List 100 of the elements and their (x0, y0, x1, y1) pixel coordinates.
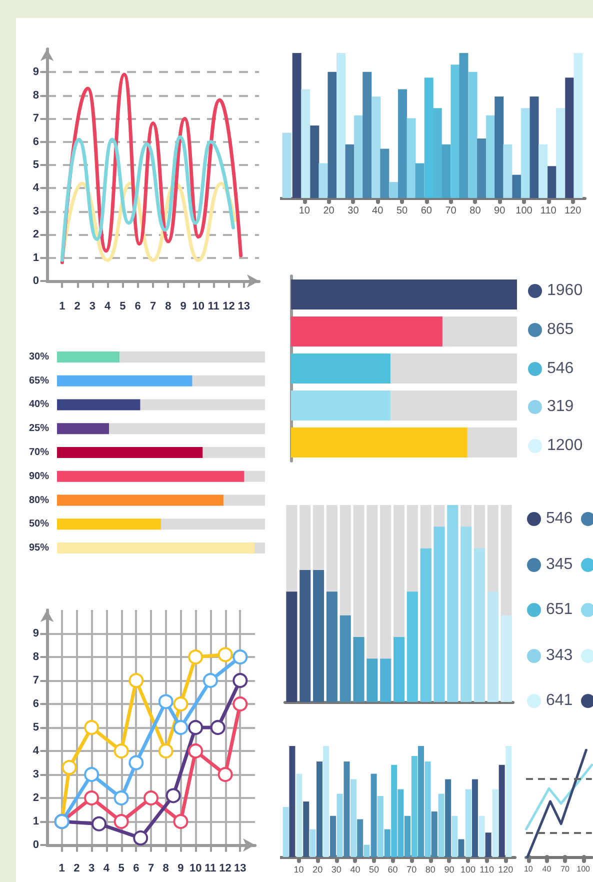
x-tick-label: 60 (388, 864, 398, 874)
text: 345 (546, 554, 573, 574)
x-tick-label: 70 (560, 864, 570, 874)
text: 1200 (547, 436, 583, 456)
text: 651 (546, 600, 573, 620)
x-tick-label: 20 (323, 206, 335, 216)
x-tick-label: 11 (204, 862, 216, 874)
data-label: 30% (28, 351, 50, 362)
bar (330, 816, 336, 857)
data-label: 65% (28, 375, 50, 386)
bar (296, 774, 302, 857)
bar (354, 115, 364, 198)
point (218, 647, 233, 662)
data-label: 70% (28, 447, 50, 458)
y-tick-label: 5 (32, 722, 39, 734)
x-tick-label: 7 (148, 862, 154, 874)
x-tick-label: 110 (480, 864, 494, 874)
x-tick-label: 12 (222, 300, 235, 312)
point (114, 814, 129, 829)
point (92, 816, 106, 832)
point (188, 650, 204, 664)
bar (372, 96, 381, 198)
bar (520, 108, 530, 198)
x-tick-label: 30 (331, 864, 342, 874)
bar (486, 115, 496, 198)
x-tick-label: 10 (298, 206, 310, 216)
bar (318, 163, 328, 198)
y-tick-label: 4 (32, 182, 40, 194)
y-tick-label: 3 (32, 768, 39, 780)
bar (503, 144, 512, 198)
bar (310, 829, 316, 857)
bar (506, 746, 512, 857)
bar (468, 72, 478, 198)
bar (472, 779, 478, 857)
point (166, 788, 181, 804)
x-tick-label: 6 (134, 300, 141, 312)
bar (366, 658, 378, 702)
x-tick-label: 10 (524, 864, 534, 874)
point (128, 755, 144, 770)
y-tick-label: 9 (32, 628, 39, 640)
text: 1960 (547, 281, 583, 301)
point (133, 830, 148, 846)
line-series (60, 135, 236, 262)
bar (384, 829, 390, 857)
y-tick-label: 7 (32, 674, 39, 686)
text: 546 (546, 509, 573, 529)
point (188, 744, 204, 758)
x-tick-label: 120 (564, 206, 582, 216)
x-tick-label: 30 (348, 206, 360, 216)
point (210, 720, 226, 735)
text: 343 (546, 646, 573, 666)
point (84, 767, 100, 782)
point (114, 790, 129, 806)
x-tick-label: 20 (312, 864, 323, 874)
x-tick-label: 10 (192, 300, 205, 312)
y-tick-label: 0 (32, 275, 39, 287)
y-tick-label: 9 (32, 66, 39, 78)
x-tick-label: 90 (444, 864, 454, 874)
point (114, 744, 129, 758)
bar (452, 816, 458, 857)
x-tick-label: 60 (420, 206, 432, 216)
bar (574, 53, 583, 198)
bar (336, 794, 343, 857)
x-tick-label: 70 (445, 206, 457, 216)
bar (404, 816, 410, 857)
x-tick-label: 40 (542, 864, 552, 874)
x-tick-label: 4 (104, 300, 112, 312)
x-tick-label: 8 (165, 300, 172, 312)
bar (477, 138, 486, 198)
x-tick-label: 3 (88, 862, 95, 874)
bar (411, 756, 418, 857)
y-tick-label: 6 (32, 698, 39, 710)
bar (282, 132, 292, 198)
y-tick-label: 1 (32, 816, 39, 828)
bar (364, 844, 370, 857)
bar (556, 108, 566, 198)
point (188, 720, 204, 735)
x-tick-label: 8 (162, 862, 169, 874)
y-tick-label: 2 (32, 792, 39, 804)
text: 865 (547, 320, 574, 340)
x-tick-label: 5 (118, 862, 124, 874)
bar (406, 118, 416, 198)
bar (57, 423, 109, 434)
bar (357, 819, 364, 857)
y-tick-label: 6 (32, 136, 39, 148)
bar (465, 789, 472, 857)
bar (459, 53, 468, 198)
y-tick-label: 4 (32, 745, 40, 757)
bar (345, 144, 354, 198)
bar (538, 144, 548, 198)
bar (478, 816, 485, 857)
x-tick-label: 80 (425, 864, 436, 874)
x-tick-label: 40 (372, 206, 384, 216)
bar (292, 53, 302, 198)
bar (548, 166, 557, 198)
point (173, 720, 188, 735)
text: 319 (547, 397, 574, 418)
x-tick-label: 110 (540, 206, 557, 216)
point (232, 696, 248, 712)
x-tick-label: 3 (89, 300, 96, 312)
